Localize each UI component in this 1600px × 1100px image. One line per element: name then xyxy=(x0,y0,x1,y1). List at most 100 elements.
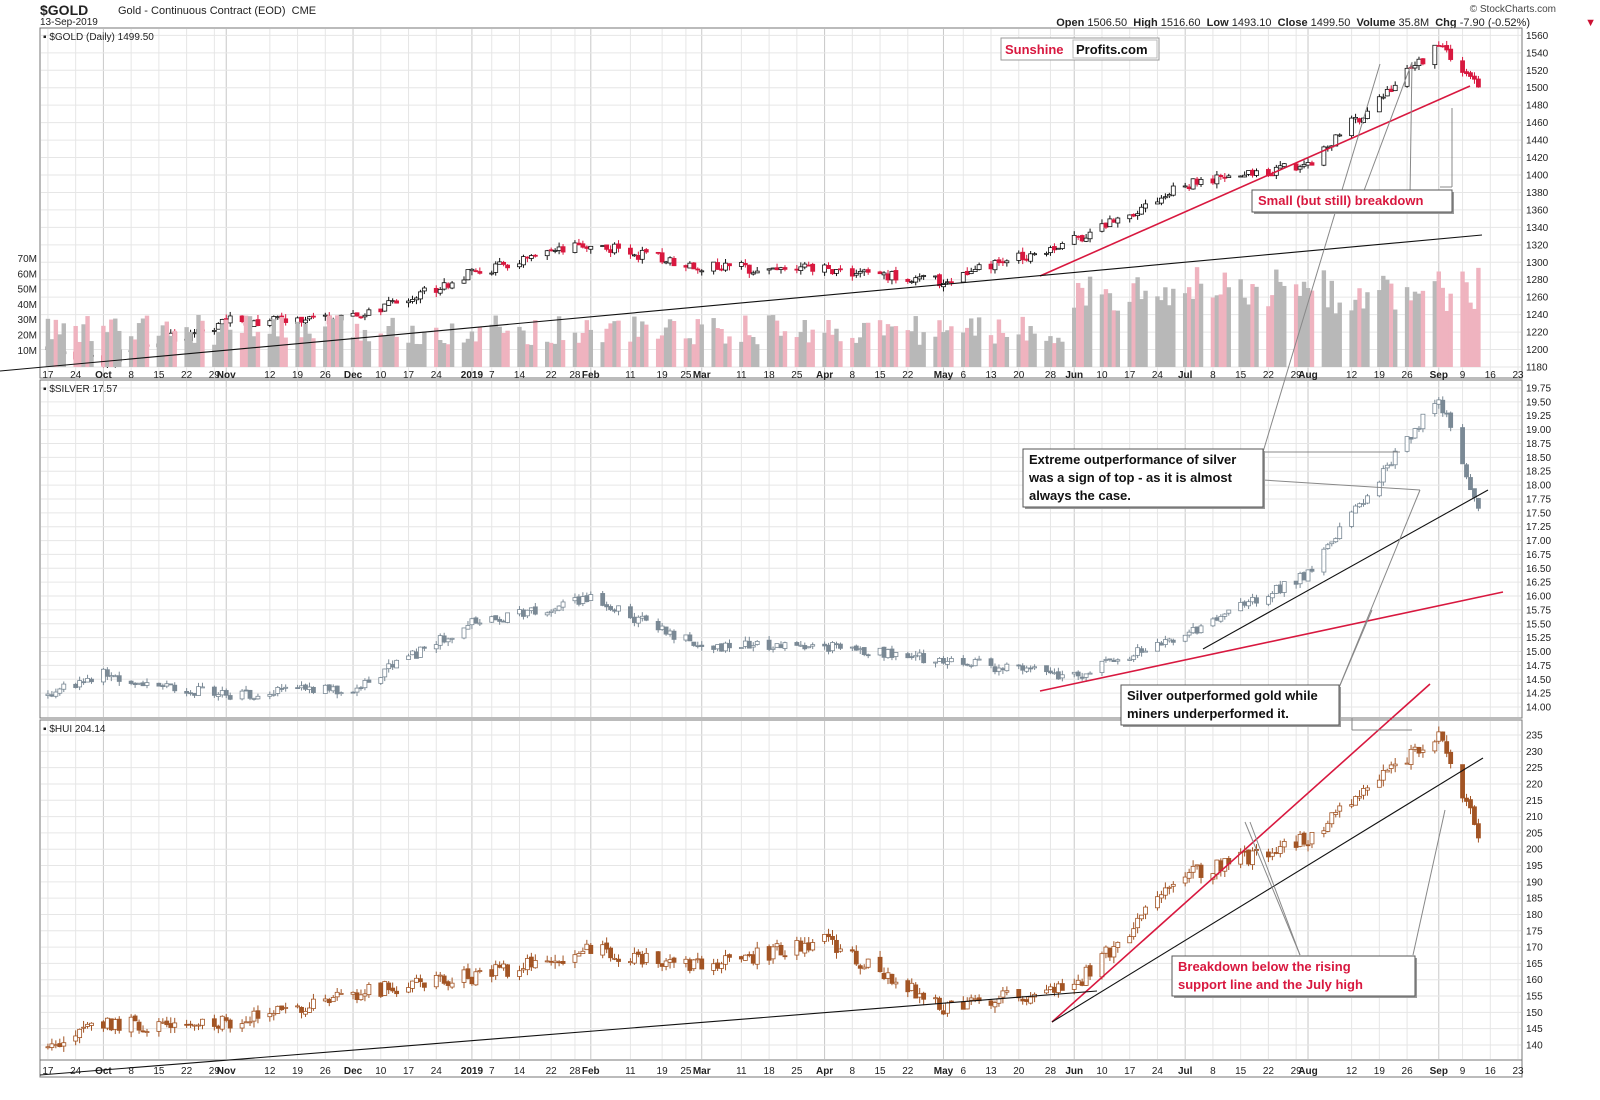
candle-down xyxy=(168,1023,174,1028)
volume-bar xyxy=(961,332,966,367)
candle-up xyxy=(754,640,760,645)
candle-down xyxy=(1444,741,1450,754)
candle-up xyxy=(992,260,998,271)
y-tick-label: 18.00 xyxy=(1526,481,1551,492)
y-tick-label: 14.00 xyxy=(1526,703,1551,714)
candle-down xyxy=(580,243,586,248)
candle-up xyxy=(1155,896,1160,909)
volume-bar xyxy=(362,329,368,367)
candle-up xyxy=(1408,748,1414,765)
candle-down xyxy=(1052,246,1057,251)
candle-down xyxy=(1028,667,1034,670)
volume-bar xyxy=(140,318,146,367)
candle-down xyxy=(774,267,780,271)
candle-down xyxy=(521,609,526,617)
candle-up xyxy=(1028,253,1034,262)
candle-down xyxy=(1448,412,1454,428)
volume-bar xyxy=(1127,301,1132,367)
candle-up xyxy=(414,297,419,301)
candle-down xyxy=(830,936,835,940)
y-tick-label: 15.50 xyxy=(1526,619,1551,630)
candle-down xyxy=(1020,665,1026,671)
candle-up xyxy=(1159,197,1164,204)
candle-up xyxy=(1083,673,1089,678)
x-tick-label: Mar xyxy=(693,1066,711,1077)
annotation-rising-support-breakdown-text: support line and the July high xyxy=(1178,977,1363,992)
candle-down xyxy=(501,261,507,265)
candle-up xyxy=(1250,850,1255,866)
candle-up xyxy=(893,652,899,657)
y-tick-label: 16.75 xyxy=(1526,550,1551,561)
candle-up xyxy=(77,1028,83,1039)
candle-down xyxy=(358,687,364,690)
volume-bar xyxy=(168,335,173,367)
y-tick-label: 210 xyxy=(1526,812,1543,823)
x-tick-label: 26 xyxy=(1402,1066,1414,1077)
candle-up xyxy=(972,998,978,1001)
candle-up xyxy=(1265,596,1271,605)
volume-bar xyxy=(295,321,300,367)
candle-up xyxy=(1099,953,1105,978)
candle-down xyxy=(794,268,800,271)
candle-up xyxy=(307,1007,312,1013)
candle-down xyxy=(655,251,661,254)
candle-down xyxy=(140,682,146,687)
candle-down xyxy=(303,684,308,690)
candle-down xyxy=(798,940,804,952)
candle-down xyxy=(1000,261,1006,264)
candle-down xyxy=(1440,399,1446,414)
volume-bar xyxy=(802,320,807,367)
candle-up xyxy=(976,264,982,270)
volume-bar xyxy=(1004,336,1010,367)
candle-up xyxy=(572,242,578,253)
candle-down xyxy=(826,265,831,269)
volume-bar xyxy=(988,335,994,367)
volume-bar xyxy=(1155,296,1160,367)
candle-up xyxy=(556,605,562,611)
candle-up xyxy=(1281,841,1287,848)
volume-bar xyxy=(1472,308,1477,367)
candle-up xyxy=(838,948,843,952)
candle-down xyxy=(156,682,162,687)
volume-bar xyxy=(965,327,970,367)
candle-up xyxy=(1131,928,1137,937)
volume-bar xyxy=(228,329,233,367)
candle-down xyxy=(1460,427,1465,465)
volume-bar xyxy=(1349,310,1354,367)
volume-bar xyxy=(1321,270,1327,367)
y-tick-label: 18.50 xyxy=(1526,453,1551,464)
volume-bar xyxy=(632,316,637,367)
volume-bar xyxy=(1167,305,1172,367)
candle-up xyxy=(378,677,384,684)
candle-up xyxy=(1087,672,1093,675)
volume-bar xyxy=(477,326,483,367)
candle-up xyxy=(267,694,273,697)
candle-up xyxy=(1143,650,1148,653)
y-tick-label: 1520 xyxy=(1526,66,1549,77)
volume-bar xyxy=(628,341,633,367)
volume-bar xyxy=(1135,277,1140,367)
candle-up xyxy=(1436,399,1442,405)
volume-bar xyxy=(976,317,982,367)
candle-up xyxy=(211,330,217,332)
candle-down xyxy=(1250,169,1255,176)
y-tick-label: 195 xyxy=(1526,861,1543,872)
x-tick-label: 25 xyxy=(680,1066,692,1077)
volume-bar xyxy=(667,319,673,367)
x-tick-label: 8 xyxy=(1210,370,1216,381)
y-tick-label: 1400 xyxy=(1526,171,1549,182)
candle-down xyxy=(132,1015,138,1022)
candle-up xyxy=(628,961,633,963)
candle-down xyxy=(1440,45,1446,48)
candle-up xyxy=(1384,769,1390,773)
y-tick-label: 17.00 xyxy=(1526,536,1551,547)
candle-down xyxy=(1055,671,1061,680)
volume-bar xyxy=(715,328,720,367)
candle-up xyxy=(1353,117,1358,120)
candle-down xyxy=(1269,174,1275,177)
candle-up xyxy=(1353,796,1358,806)
candle-down xyxy=(528,956,534,968)
candle-up xyxy=(267,320,273,326)
candle-down xyxy=(1436,45,1442,47)
candle-down xyxy=(711,645,717,650)
